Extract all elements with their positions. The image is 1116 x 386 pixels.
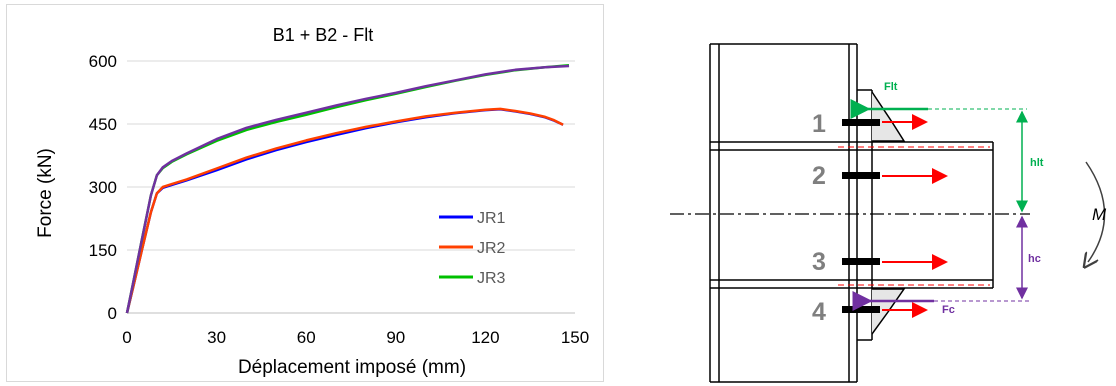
joint-diagram: 1 2 3 4 Flt Fc hlt hc M xyxy=(670,43,1107,383)
bolt-3 xyxy=(842,258,880,265)
legend: JR1 JR2 JR3 xyxy=(439,210,506,287)
bolt-1 xyxy=(842,119,880,126)
x-tick-label: 90 xyxy=(386,328,405,347)
flt-force: Flt xyxy=(850,81,1027,119)
x-tick-label: 60 xyxy=(297,328,316,347)
chart-title: B1 + B2 - Flt xyxy=(273,25,374,45)
bolt-label-1: 1 xyxy=(812,110,826,138)
legend-label-jr1: JR1 xyxy=(477,210,506,227)
y-tick-label: 300 xyxy=(89,178,117,197)
beam xyxy=(710,141,994,289)
x-tick-label: 120 xyxy=(471,328,499,347)
fc-force: Fc xyxy=(852,291,1030,316)
bolt-labels: 1 2 3 4 xyxy=(812,110,826,326)
y-tick-label: 150 xyxy=(89,241,117,260)
end-plate xyxy=(857,89,906,341)
hlt-label: hlt xyxy=(1030,157,1044,169)
x-tick-label: 150 xyxy=(561,328,589,347)
legend-label-jr3: JR3 xyxy=(477,270,506,287)
chart-panel: B1 + B2 - Flt 0 150 300 450 600 0 30 60 90 120 150… xyxy=(6,4,604,382)
bolt-4 xyxy=(842,306,880,313)
legend-label-jr2: JR2 xyxy=(477,240,506,257)
moment: M xyxy=(1086,161,1107,262)
flt-label: Flt xyxy=(884,81,898,93)
flange-lines xyxy=(838,146,990,286)
bolt-2 xyxy=(842,172,880,179)
bolt-label-3: 3 xyxy=(812,248,826,276)
moment-label: M xyxy=(1092,205,1107,224)
column xyxy=(709,43,858,383)
x-tick-label: 30 xyxy=(207,328,226,347)
force-displacement-chart: B1 + B2 - Flt 0 150 300 450 600 0 30 60 90 120 150… xyxy=(35,25,589,378)
fc-label: Fc xyxy=(942,304,955,316)
y-axis-title: Force (kN) xyxy=(35,148,56,238)
bolts xyxy=(842,119,880,313)
y-tick-label: 0 xyxy=(108,304,117,323)
series-line-jr2 xyxy=(125,107,564,314)
y-tick-label: 450 xyxy=(89,115,117,134)
x-tick-label: 0 xyxy=(122,328,131,347)
hc-dimension: hc xyxy=(1016,215,1041,300)
y-tick-label: 600 xyxy=(89,52,117,71)
bolt-force-arrows xyxy=(882,114,948,318)
bolt-label-2: 2 xyxy=(812,162,826,190)
hlt-dimension: hlt xyxy=(1016,110,1044,213)
hc-label: hc xyxy=(1028,253,1041,265)
x-axis-title: Déplacement imposé (mm) xyxy=(238,357,466,378)
series-line-extra xyxy=(125,64,570,314)
bolt-label-4: 4 xyxy=(812,298,826,326)
